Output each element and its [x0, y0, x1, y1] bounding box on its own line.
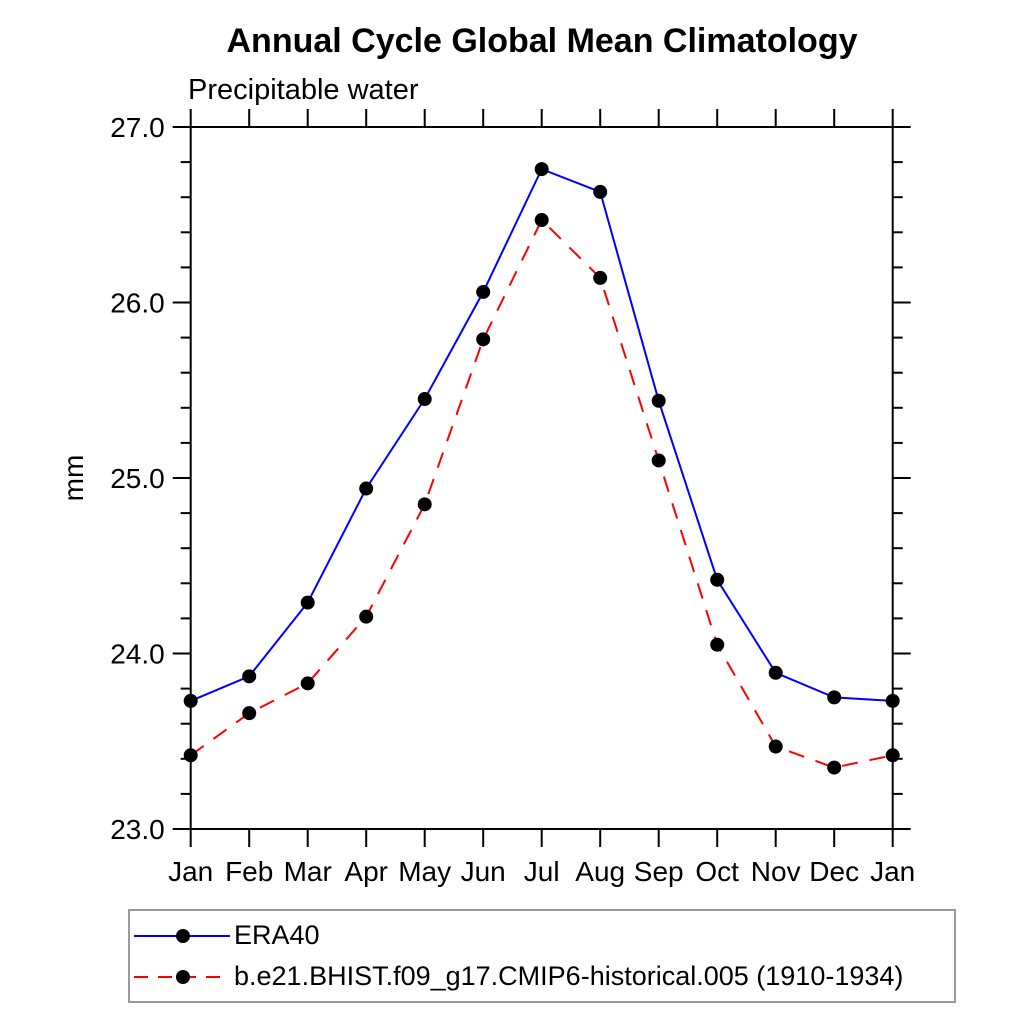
legend-sample-solid-line-icon — [134, 928, 230, 943]
series-marker — [593, 184, 608, 199]
series-marker — [885, 693, 900, 708]
series-marker — [417, 497, 432, 512]
series-marker — [242, 669, 257, 684]
series-marker — [593, 270, 608, 285]
series-marker — [359, 481, 374, 496]
series-marker — [300, 595, 315, 610]
series-marker — [476, 332, 491, 347]
series-marker — [417, 392, 432, 407]
series-line-1 — [190, 218, 893, 769]
series-marker — [768, 739, 783, 754]
x-tick-label: Jan — [168, 856, 213, 887]
series-marker — [710, 637, 725, 652]
series-marker — [183, 748, 198, 763]
legend-label-era40: ERA40 — [234, 920, 320, 950]
x-tick-label: Apr — [344, 856, 388, 887]
x-tick-label: May — [398, 856, 451, 887]
x-tick-label: Feb — [225, 856, 273, 887]
series-line-0 — [190, 167, 893, 702]
y-tick-label: 23.0 — [110, 814, 165, 845]
legend-row-model: b.e21.BHIST.f09_g17.CMIP6-historical.005… — [130, 956, 954, 997]
series-marker — [183, 693, 198, 708]
chart-subtitle: Precipitable water — [188, 74, 419, 106]
x-tick-label: Nov — [751, 856, 801, 887]
series-marker — [651, 453, 666, 468]
series-marker — [651, 393, 666, 408]
series-marker — [534, 162, 549, 177]
y-tick-label: 26.0 — [110, 288, 165, 319]
series-marker — [534, 213, 549, 228]
x-tick-label: Jan — [870, 856, 915, 887]
legend-row-era40: ERA40 — [130, 915, 954, 956]
y-tick-label: 24.0 — [110, 639, 165, 670]
series-marker — [827, 690, 842, 705]
x-tick-label: Jun — [461, 856, 506, 887]
x-tick-label: Sep — [634, 856, 684, 887]
series-marker — [827, 760, 842, 775]
legend-label-model: b.e21.BHIST.f09_g17.CMIP6-historical.005… — [234, 961, 904, 991]
y-tick-label: 25.0 — [110, 463, 165, 494]
x-tick-label: Oct — [695, 856, 739, 887]
axis-frame — [189, 126, 894, 830]
series-marker — [710, 572, 725, 587]
x-tick-label: Jul — [524, 856, 560, 887]
series-marker — [885, 748, 900, 763]
chart-title: Annual Cycle Global Mean Climatology — [226, 22, 858, 60]
x-tick-label: Dec — [809, 856, 859, 887]
x-tick-label: Mar — [284, 856, 332, 887]
x-tick-label: Aug — [575, 856, 625, 887]
series-marker — [300, 676, 315, 691]
series-marker — [476, 284, 491, 299]
series-marker — [359, 609, 374, 624]
y-tick-label: 27.0 — [110, 112, 165, 143]
series-marker — [242, 706, 257, 721]
series-marker — [768, 665, 783, 680]
legend: ERA40 b.e21.BHIST.f09_g17.CMIP6-historic… — [128, 909, 956, 1003]
legend-sample-dashed-line-icon — [134, 969, 230, 984]
